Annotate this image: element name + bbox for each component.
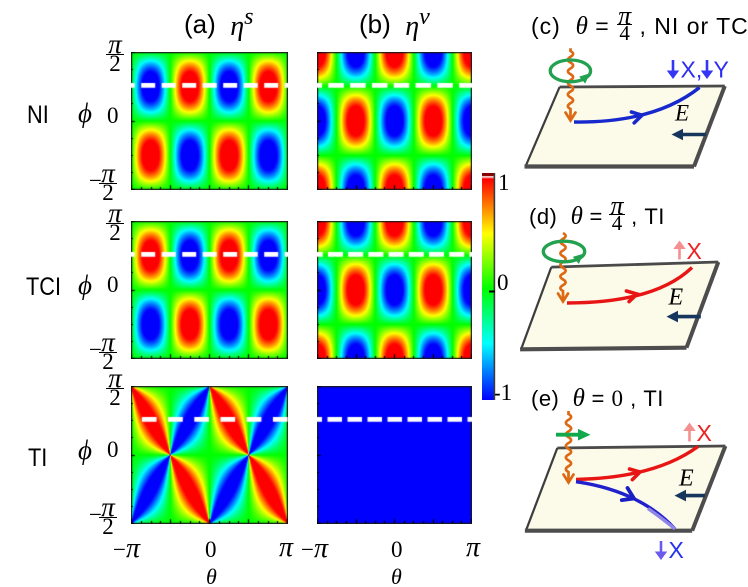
svg-text:E: E bbox=[678, 466, 694, 492]
svg-text:X: X bbox=[687, 238, 702, 264]
svg-text:Y: Y bbox=[714, 57, 729, 83]
svg-text:X: X bbox=[669, 537, 684, 563]
svg-text:E: E bbox=[674, 101, 689, 126]
svg-text:X,: X, bbox=[681, 57, 703, 83]
svg-text:X: X bbox=[697, 420, 712, 446]
svg-text:E: E bbox=[668, 285, 684, 311]
